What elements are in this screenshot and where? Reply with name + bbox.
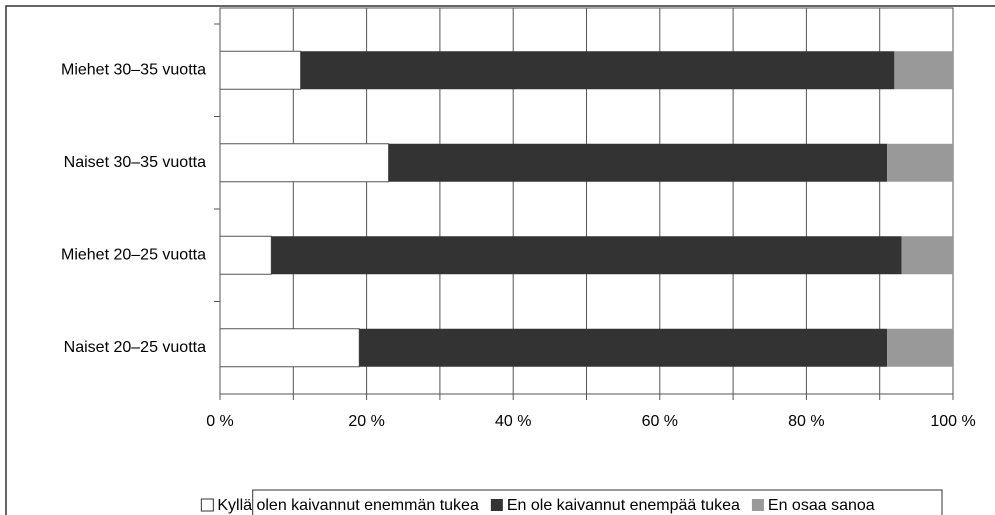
legend-swatch — [200, 498, 214, 512]
y-tick-label: Miehet 30–35 vuotta — [61, 61, 206, 78]
bar — [388, 143, 888, 182]
x-tick-label: 100 % — [930, 413, 975, 430]
bar — [300, 51, 895, 90]
x-tick-label: 20 % — [348, 413, 384, 430]
legend: Kyllä olen kaivannut enemmän tukea En ole… — [200, 489, 943, 515]
x-tick-label: 60 % — [642, 413, 678, 430]
bar — [887, 328, 953, 367]
bar — [894, 51, 953, 90]
chart-frame — [5, 5, 995, 515]
legend-swatch — [490, 499, 503, 511]
y-tick-label: Naiset 20–25 vuotta — [64, 339, 206, 356]
y-tick-label: Miehet 20–25 vuotta — [61, 246, 206, 263]
x-tick-label: 40 % — [495, 413, 531, 430]
legend-label: Kyllä olen kaivannut enemmän tukea — [217, 497, 479, 514]
x-tick-label: 80 % — [788, 413, 824, 430]
bar — [219, 235, 272, 275]
legend-swatch — [751, 499, 764, 511]
bar — [901, 236, 953, 275]
bar — [887, 143, 953, 182]
legend-label: En osaa sanoa — [768, 497, 875, 514]
bar — [359, 328, 888, 367]
bar — [219, 328, 360, 368]
y-tick-label: Naiset 30–35 vuotta — [64, 154, 206, 171]
bar — [219, 143, 390, 183]
bar — [219, 50, 302, 90]
x-tick-label: 0 % — [206, 413, 234, 430]
legend-label: En ole kaivannut enempää tukea — [507, 497, 740, 514]
legend-box — [252, 489, 943, 515]
bar — [271, 236, 902, 275]
